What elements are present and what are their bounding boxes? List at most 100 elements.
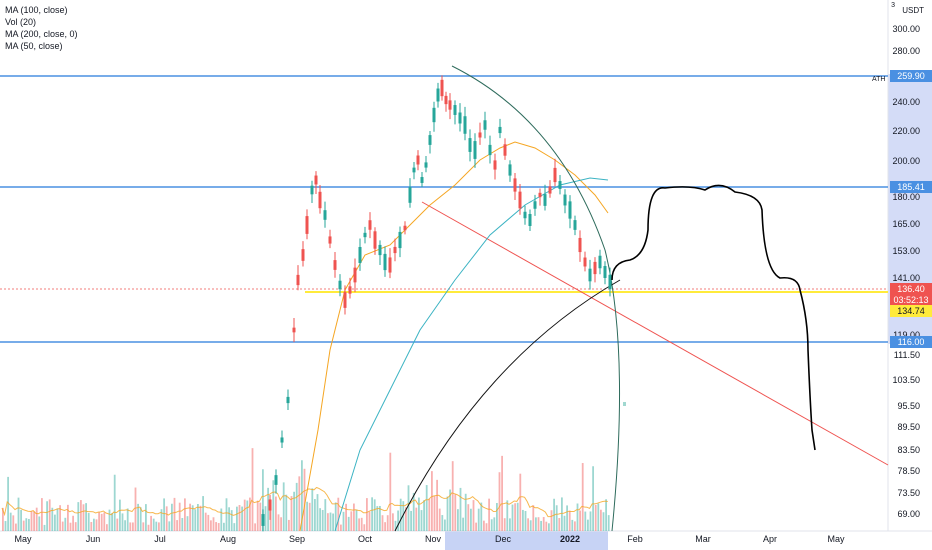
volume-bar <box>2 507 4 531</box>
y-tick-label: 240.00 <box>892 97 920 107</box>
legend-ma100[interactable]: MA (100, close) <box>5 5 68 15</box>
volume-bar <box>602 512 605 531</box>
y-tick-label: 300.00 <box>892 24 920 34</box>
arc-green-curve <box>451 65 621 532</box>
volume-bar <box>319 508 321 531</box>
volume-bar <box>64 517 67 531</box>
volume-bar <box>524 510 527 531</box>
volume-bar <box>41 498 43 531</box>
volume-bar <box>584 511 587 531</box>
legend-vol[interactable]: Vol (20) <box>5 17 37 27</box>
volume-bar <box>132 522 134 531</box>
volume-bar <box>124 520 126 531</box>
volume-bar <box>418 497 420 531</box>
indicator-legend: MA (100, close) Vol (20) MA (200, close,… <box>5 4 78 52</box>
volume-bar <box>7 476 9 531</box>
volume-bar <box>316 494 319 531</box>
volume-bar <box>506 500 509 531</box>
volume-bar <box>568 510 571 531</box>
volume-bar <box>259 502 262 531</box>
volume-ma-line <box>1 486 608 518</box>
volume-bar <box>311 488 314 531</box>
volume-bar <box>477 508 480 531</box>
volume-bar <box>342 511 345 531</box>
legend-ma50[interactable]: MA (50, close) <box>5 41 63 51</box>
volume-bar <box>181 518 184 531</box>
volume-bar <box>371 497 373 531</box>
candle-body <box>280 437 284 443</box>
volume-bar <box>579 510 581 531</box>
legend-ma200[interactable]: MA (200, close, 0) <box>5 29 78 39</box>
volume-bar <box>4 521 7 531</box>
volume-bar <box>225 498 228 531</box>
volume-bar <box>277 514 280 531</box>
candle-body <box>348 286 352 294</box>
volume-bar <box>217 523 220 531</box>
volume-bar <box>532 505 535 531</box>
x-tick-label: Oct <box>357 534 373 544</box>
candle-body <box>323 210 327 220</box>
volume-bar <box>46 501 48 531</box>
candle-body <box>473 141 477 159</box>
volume-bar <box>98 512 100 531</box>
currency-label: USDT <box>902 6 924 15</box>
candle-body <box>358 246 362 264</box>
volume-bar <box>238 505 241 531</box>
x-tick-label: Feb <box>627 534 643 544</box>
candle-body <box>328 236 332 244</box>
volume-bar <box>290 496 293 531</box>
volume-bar <box>537 517 540 531</box>
volume-bar <box>563 515 566 531</box>
projection-drawing <box>611 184 816 451</box>
volume-bar <box>394 520 397 531</box>
volume-bar <box>85 503 87 531</box>
volume-bar <box>496 503 498 531</box>
volume-bar <box>22 520 25 531</box>
volume-bar <box>145 504 147 531</box>
y-tick-label: 103.50 <box>892 375 920 385</box>
volume-bar <box>587 519 589 531</box>
volume-bar <box>522 509 524 531</box>
candle-body <box>588 268 592 282</box>
volume-bar <box>368 511 371 531</box>
volume-bar <box>147 524 150 531</box>
volume-bar <box>566 505 568 531</box>
volume-bar <box>30 511 33 531</box>
volume-bar <box>410 510 412 531</box>
volume-bar <box>295 482 298 531</box>
candle-body <box>408 187 412 203</box>
volume-bar <box>82 504 85 531</box>
volume-bar <box>33 511 35 531</box>
volume-bar <box>280 517 282 531</box>
candle-body <box>305 216 309 234</box>
volume-bar <box>334 502 337 531</box>
candle-body <box>478 132 482 138</box>
candle-body <box>543 194 547 206</box>
volume-bar <box>243 499 246 531</box>
volume-bar <box>535 517 537 531</box>
y-tick-label: 220.00 <box>892 126 920 136</box>
volume-bar <box>581 463 584 531</box>
volume-bar <box>480 502 483 531</box>
volume-bar <box>228 507 230 531</box>
candle-body <box>448 100 452 110</box>
x-tick-label: Jun <box>85 534 101 544</box>
volume-bar <box>347 516 350 531</box>
volume-bar <box>191 505 194 531</box>
volume-bar <box>272 480 275 531</box>
volume-bar <box>158 522 160 531</box>
candle-body <box>558 181 562 189</box>
volume-bar <box>540 520 542 531</box>
volume-bar <box>462 517 464 531</box>
volume-bar <box>379 505 381 531</box>
yellow-price-tag: 134.74 <box>890 305 932 317</box>
countdown-tag: 03:52:13 <box>890 294 932 306</box>
candle-body <box>493 160 497 170</box>
candle-body <box>318 191 322 209</box>
volume-bar <box>95 519 98 531</box>
volume-bar <box>355 509 358 531</box>
volume-bar <box>134 487 137 531</box>
candle-body <box>416 155 420 165</box>
volume-bar <box>527 518 529 531</box>
